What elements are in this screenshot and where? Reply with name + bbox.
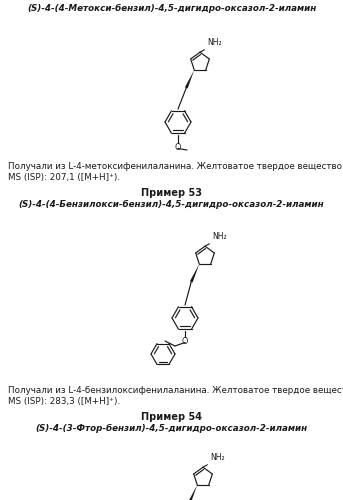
Polygon shape [185,70,194,88]
Text: NH₂: NH₂ [208,38,222,48]
Text: MS (ISP): 207,1 ([M+H]⁺).: MS (ISP): 207,1 ([M+H]⁺). [8,173,120,182]
Text: MS (ISP): 283,3 ([M+H]⁺).: MS (ISP): 283,3 ([M+H]⁺). [8,397,120,406]
Text: O: O [175,144,181,152]
Text: NH₂: NH₂ [210,454,225,462]
Polygon shape [188,485,197,500]
Text: Получали из L-4-бензилоксифенилаланина. Желтоватое твердое вещество.: Получали из L-4-бензилоксифенилаланина. … [8,386,343,395]
Polygon shape [190,264,199,282]
Text: O: O [182,338,188,346]
Text: Пример 54: Пример 54 [141,412,202,422]
Text: Получали из L-4-метоксифенилаланина. Желтоватое твердое вещество.: Получали из L-4-метоксифенилаланина. Жел… [8,162,343,171]
Text: (S)-4-(4-Бензилокси-бензил)-4,5-дигидро-оксазол-2-иламин: (S)-4-(4-Бензилокси-бензил)-4,5-дигидро-… [19,200,324,209]
Text: NH₂: NH₂ [212,232,227,241]
Text: (S)-4-(3-Фтор-бензил)-4,5-дигидро-оксазол-2-иламин: (S)-4-(3-Фтор-бензил)-4,5-дигидро-оксазо… [35,424,308,433]
Text: (S)-4-(4-Метокси-бензил)-4,5-дигидро-оксазол-2-иламин: (S)-4-(4-Метокси-бензил)-4,5-дигидро-окс… [27,4,316,13]
Text: Пример 53: Пример 53 [141,188,202,198]
